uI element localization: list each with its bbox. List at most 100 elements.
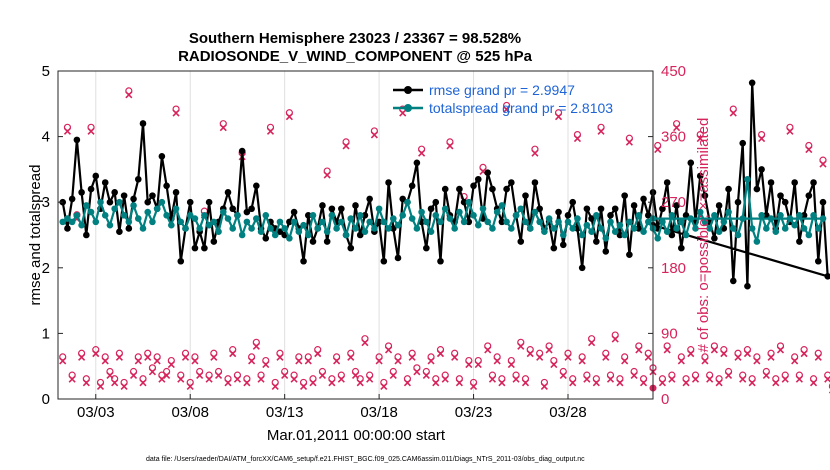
- assimilated-obs-marker: [78, 353, 86, 361]
- rmse-point: [744, 282, 751, 290]
- assimilated-obs-marker: [611, 335, 619, 343]
- assimilated-obs-marker: [271, 382, 279, 390]
- totalspread-point: [432, 212, 440, 219]
- totalspread-point: [583, 221, 591, 229]
- rmse-point: [616, 231, 624, 239]
- assimilated-obs-marker: [809, 379, 818, 387]
- totalspread-point: [352, 225, 359, 232]
- assimilated-obs-marker: [654, 145, 662, 154]
- assimilated-obs-marker: [488, 375, 497, 383]
- totalspread-point: [328, 212, 336, 219]
- totalspread-point: [786, 215, 794, 222]
- totalspread-point: [366, 218, 373, 226]
- plot-area: [58, 71, 653, 399]
- rmse-point: [101, 179, 109, 186]
- totalspread-point: [744, 175, 751, 183]
- assimilated-obs-marker: [682, 379, 690, 387]
- chart-title: Southern Hemisphere 23023 / 23367 = 98.5…: [189, 30, 521, 47]
- totalspread-point: [281, 225, 288, 232]
- totalspread-point: [201, 212, 208, 219]
- assimilated-obs-marker: [96, 382, 105, 390]
- rmse-point: [729, 277, 737, 285]
- assimilated-obs-marker: [205, 375, 213, 383]
- rmse-point: [621, 192, 628, 199]
- rmse-point: [356, 231, 364, 239]
- rmse-point: [517, 238, 525, 245]
- assimilated-obs-marker: [455, 379, 463, 387]
- totalspread-point: [531, 208, 539, 216]
- rmse-point: [441, 185, 449, 193]
- totalspread-point: [158, 198, 166, 206]
- totalspread-point: [493, 208, 501, 216]
- totalspread-point: [668, 212, 676, 219]
- rmse-point: [767, 179, 775, 186]
- assimilated-obs-marker: [625, 138, 633, 146]
- totalspread-point: [465, 198, 473, 206]
- assimilated-obs-marker: [248, 357, 256, 365]
- assimilated-obs-marker: [597, 127, 605, 135]
- rmse-point: [814, 257, 822, 265]
- totalspread-point: [338, 218, 345, 226]
- totalspread-point: [706, 225, 713, 232]
- totalspread-point: [253, 215, 260, 222]
- assimilated-obs-marker: [526, 350, 534, 358]
- totalspread-point: [791, 221, 798, 229]
- totalspread-point: [541, 228, 548, 236]
- totalspread-point: [588, 228, 595, 236]
- assimilated-obs-marker: [92, 350, 100, 358]
- totalspread-point: [739, 215, 747, 222]
- rmse-line: [61, 81, 829, 288]
- assimilated-obs-marker: [469, 382, 478, 390]
- totalspread-point: [734, 231, 742, 239]
- totalspread-point: [111, 205, 118, 213]
- rmse-point: [92, 172, 100, 180]
- assimilated-obs-marker: [314, 350, 322, 358]
- rmse-point: [687, 159, 695, 167]
- assimilated-obs-marker: [59, 357, 67, 365]
- totalspread-point: [68, 218, 76, 226]
- assimilated-obs-marker: [266, 127, 275, 135]
- totalspread-point: [314, 225, 322, 232]
- totalspread-point: [87, 208, 95, 216]
- assimilated-obs-marker: [342, 142, 350, 150]
- totalspread-point: [484, 218, 492, 226]
- totalspread-point: [578, 231, 586, 239]
- totalspread-point: [635, 212, 643, 219]
- totalspread-point: [796, 212, 803, 219]
- rmse-point: [564, 212, 572, 219]
- y2-tick-label: 90: [661, 325, 678, 342]
- assimilated-obs-marker: [762, 371, 770, 380]
- totalspread-point: [621, 231, 628, 239]
- assimilated-obs-marker: [68, 375, 76, 383]
- totalspread-point: [498, 202, 506, 209]
- totalspread-point: [262, 212, 270, 219]
- totalspread-point: [673, 225, 680, 232]
- rmse-point: [125, 225, 133, 232]
- totalspread-point: [474, 221, 482, 229]
- totalspread-point: [342, 231, 350, 239]
- totalspread-point: [748, 225, 756, 232]
- rmse-point: [413, 159, 421, 167]
- y-tick-label: 4: [42, 129, 50, 146]
- rmse-point: [276, 228, 284, 236]
- assimilated-obs-marker: [550, 360, 558, 369]
- y-axis-label: rmse and totalspread: [27, 165, 44, 306]
- rmse-point: [238, 147, 246, 155]
- rmse-point: [338, 205, 345, 213]
- assimilated-obs-marker: [606, 375, 615, 383]
- rmse-point: [781, 198, 789, 206]
- totalspread-point: [767, 215, 775, 222]
- rmse-point: [611, 205, 619, 213]
- rmse-point: [423, 244, 430, 252]
- assimilated-obs-marker: [446, 142, 454, 150]
- assimilated-obs-marker: [361, 339, 369, 347]
- totalspread-point: [574, 215, 581, 222]
- rmse-point: [347, 244, 355, 252]
- legend-rmse-marker: [404, 86, 412, 94]
- totalspread-point: [805, 231, 813, 239]
- rmse-point: [120, 192, 128, 199]
- assimilated-obs-marker: [701, 357, 709, 365]
- assimilated-obs-marker: [299, 382, 308, 390]
- totalspread-point: [479, 205, 487, 213]
- assimilated-obs-marker: [229, 350, 237, 358]
